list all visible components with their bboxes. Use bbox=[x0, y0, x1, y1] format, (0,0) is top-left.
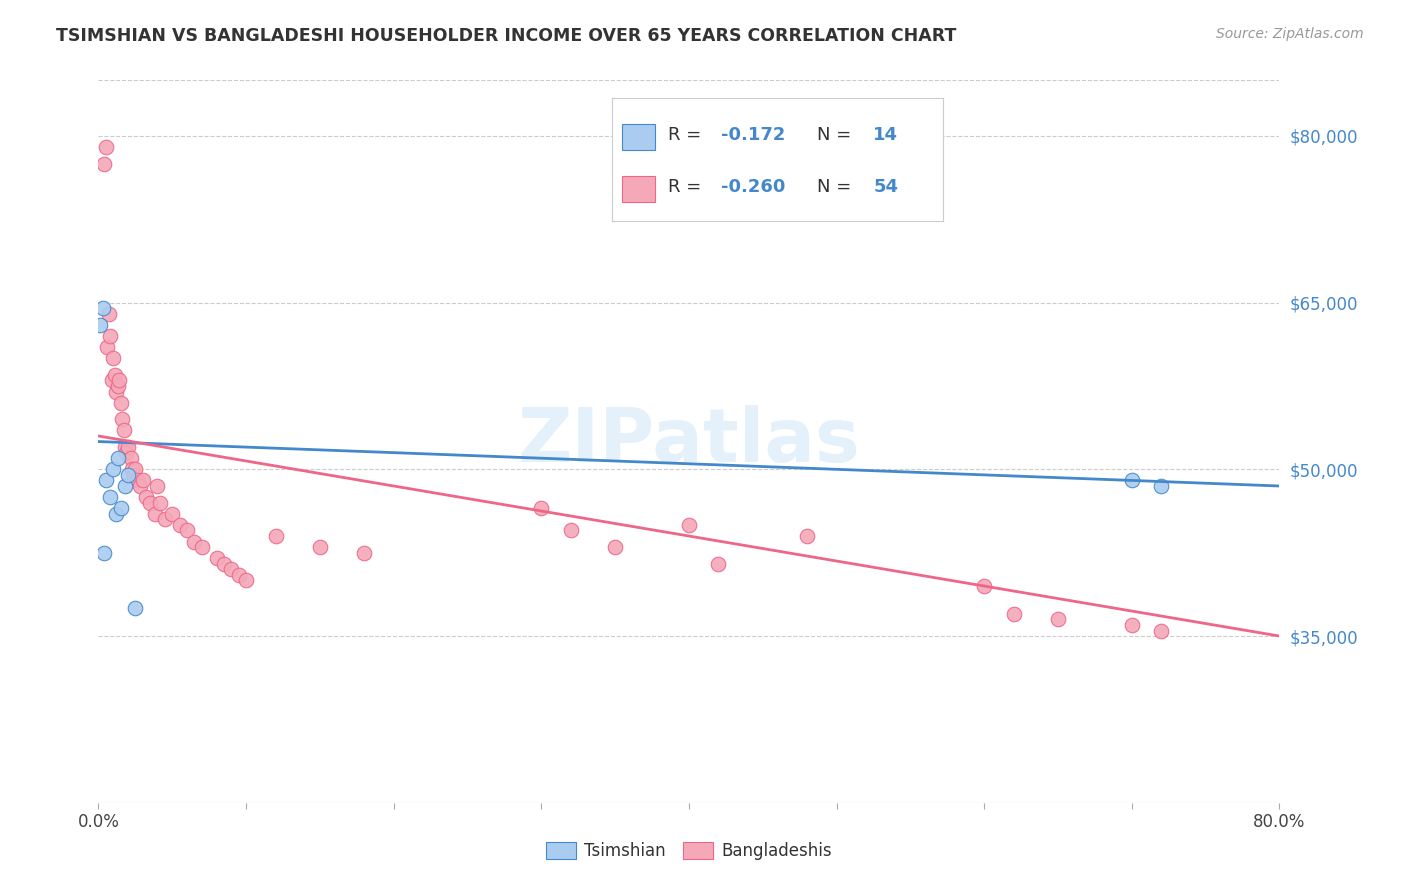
Point bbox=[221, 562, 243, 576]
Point bbox=[228, 568, 250, 582]
Point bbox=[96, 340, 118, 354]
Point bbox=[1121, 474, 1143, 488]
Point bbox=[98, 490, 121, 504]
Point bbox=[111, 412, 134, 426]
Point bbox=[560, 524, 582, 538]
Point bbox=[796, 529, 818, 543]
Point bbox=[100, 373, 122, 387]
Point bbox=[132, 474, 155, 488]
Point bbox=[169, 517, 191, 532]
Point bbox=[128, 479, 150, 493]
Text: Source: ZipAtlas.com: Source: ZipAtlas.com bbox=[1216, 27, 1364, 41]
Point bbox=[117, 467, 139, 482]
Point bbox=[135, 490, 157, 504]
Point bbox=[153, 512, 176, 526]
Point bbox=[94, 140, 117, 154]
Point bbox=[124, 601, 146, 615]
Point bbox=[115, 445, 138, 459]
Text: ZIPatlas: ZIPatlas bbox=[517, 405, 860, 478]
Point bbox=[107, 451, 129, 466]
Legend: Tsimshian, Bangladeshis: Tsimshian, Bangladeshis bbox=[540, 835, 838, 867]
Point bbox=[108, 373, 131, 387]
Point bbox=[121, 462, 143, 476]
Point bbox=[112, 424, 135, 438]
Point bbox=[104, 368, 127, 382]
Point bbox=[120, 451, 142, 466]
Point bbox=[143, 507, 166, 521]
Point bbox=[117, 440, 139, 454]
Point bbox=[1150, 624, 1173, 638]
Point bbox=[124, 462, 146, 476]
Point bbox=[205, 551, 228, 566]
Point bbox=[103, 351, 125, 366]
Point bbox=[353, 546, 375, 560]
Point bbox=[707, 557, 730, 571]
Point bbox=[1046, 612, 1070, 626]
Point bbox=[110, 501, 132, 516]
Point bbox=[191, 540, 214, 554]
Point bbox=[107, 379, 129, 393]
Point bbox=[98, 329, 121, 343]
Point bbox=[149, 496, 172, 510]
Point bbox=[122, 467, 145, 482]
Point bbox=[114, 440, 136, 454]
Point bbox=[973, 579, 995, 593]
Point bbox=[91, 301, 114, 315]
Point bbox=[235, 574, 257, 588]
Point bbox=[114, 479, 136, 493]
Point bbox=[110, 395, 132, 409]
Point bbox=[162, 507, 183, 521]
Point bbox=[678, 517, 700, 532]
Point bbox=[605, 540, 627, 554]
Point bbox=[125, 474, 148, 488]
Point bbox=[105, 507, 128, 521]
Point bbox=[1121, 618, 1143, 632]
Point bbox=[1150, 479, 1173, 493]
Point bbox=[89, 318, 111, 332]
Point bbox=[97, 307, 120, 321]
Point bbox=[105, 384, 128, 399]
Point bbox=[212, 557, 235, 571]
Point bbox=[93, 156, 115, 170]
Point bbox=[139, 496, 162, 510]
Point bbox=[94, 474, 117, 488]
Point bbox=[183, 534, 205, 549]
Point bbox=[176, 524, 198, 538]
Point bbox=[146, 479, 169, 493]
Point bbox=[264, 529, 287, 543]
Point bbox=[103, 462, 125, 476]
Point bbox=[530, 501, 553, 516]
Text: TSIMSHIAN VS BANGLADESHI HOUSEHOLDER INCOME OVER 65 YEARS CORRELATION CHART: TSIMSHIAN VS BANGLADESHI HOUSEHOLDER INC… bbox=[56, 27, 956, 45]
Point bbox=[93, 546, 115, 560]
Point bbox=[309, 540, 332, 554]
Point bbox=[1002, 607, 1025, 621]
